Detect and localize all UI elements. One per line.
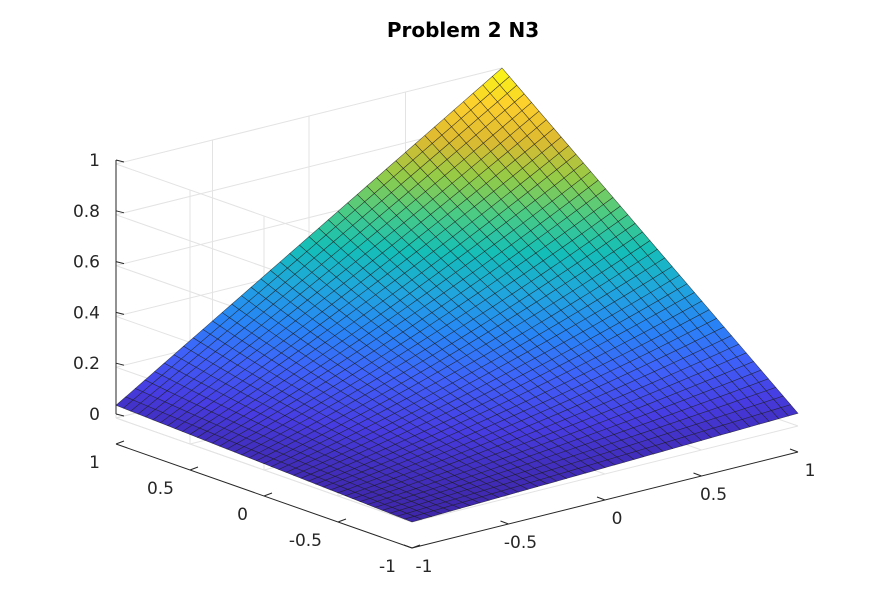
x-tick-mark — [693, 472, 702, 477]
y-tick-mark — [337, 518, 347, 523]
gridline-back-wall-z — [115, 67, 503, 165]
z-tick-mark — [115, 362, 125, 366]
surface-mesh — [115, 67, 799, 523]
z-tick-label: 0.2 — [73, 354, 100, 374]
x-tick-mark — [500, 520, 509, 525]
y-tick-label: -0.5 — [289, 531, 322, 551]
surface-patch — [403, 516, 423, 523]
z-tick-mark — [115, 311, 125, 315]
x-tick-label: 0.5 — [700, 485, 727, 505]
z-tick-label: 0.8 — [73, 202, 100, 222]
x-tick-mark — [596, 496, 606, 501]
y-tick-mark — [189, 466, 199, 471]
z-tick-label: 0.4 — [73, 303, 100, 323]
chart-title: Problem 2 N3 — [387, 18, 539, 42]
z-tick-label: 0 — [89, 405, 100, 425]
x-tick-mark — [403, 544, 413, 549]
z-tick-mark — [115, 159, 125, 163]
y-tick-label: 1 — [89, 453, 100, 473]
z-tick-label: 0.6 — [73, 253, 100, 273]
x-tick-label: -1 — [416, 557, 433, 577]
gridline-left-wall-z — [115, 417, 413, 523]
z-tick-label: 1 — [89, 151, 100, 171]
axes — [115, 159, 799, 549]
tick-labels: -1 -0.5 0 0.5 1 -1 -0.5 0 0.5 1 0 0.2 0.4 0.6 0.8 1 — [73, 151, 815, 577]
y-tick-label: -1 — [379, 557, 396, 577]
y-tick-label: 0.5 — [147, 479, 174, 499]
x-tick-label: -0.5 — [504, 533, 537, 553]
z-tick-mark — [115, 413, 125, 417]
y-tick-mark — [263, 492, 273, 497]
y-tick-mark — [411, 544, 421, 549]
x-tick-label: 1 — [805, 461, 816, 481]
z-tick-mark — [115, 261, 125, 265]
y-tick-label: 0 — [237, 505, 248, 525]
x-tick-label: 0 — [612, 509, 623, 529]
z-tick-mark — [115, 210, 125, 214]
x-tick-mark — [789, 448, 799, 453]
y-tick-mark — [115, 440, 125, 445]
